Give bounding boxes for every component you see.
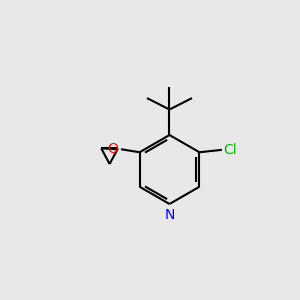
- Text: N: N: [164, 208, 175, 222]
- Text: Cl: Cl: [224, 143, 237, 157]
- Text: O: O: [108, 142, 118, 156]
